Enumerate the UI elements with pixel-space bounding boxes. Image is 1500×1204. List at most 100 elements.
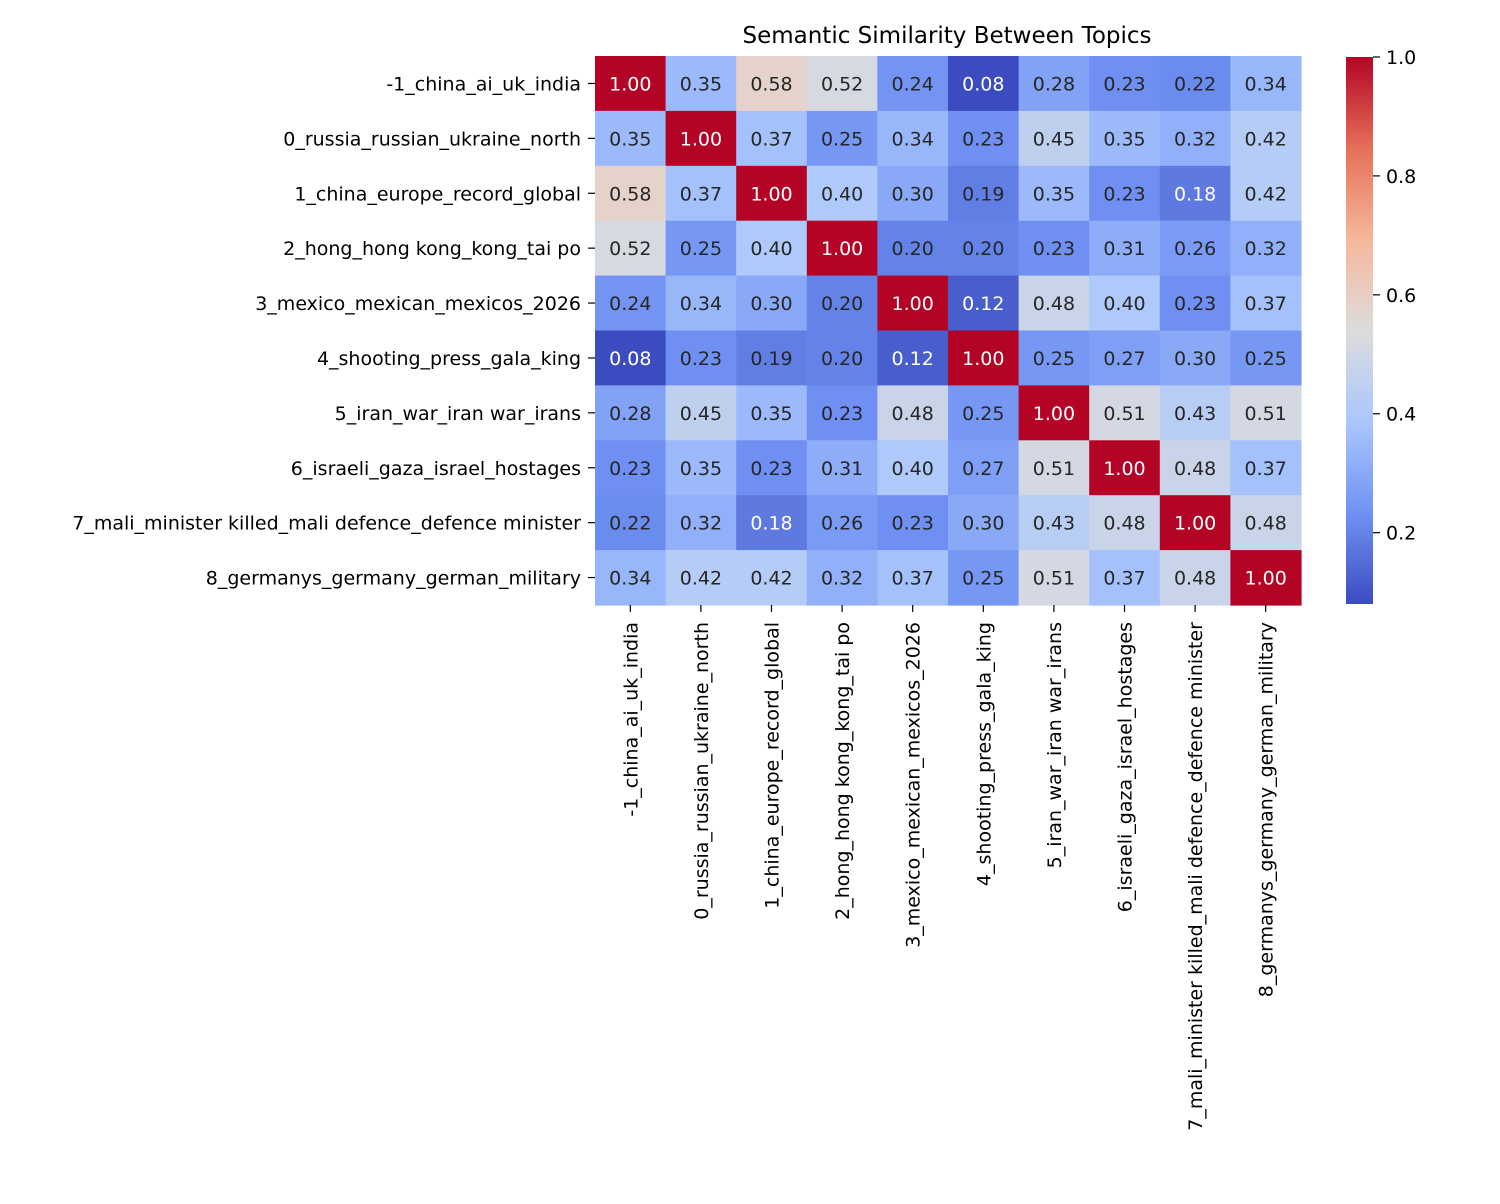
cell-value-label: 0.37 [1245,293,1287,315]
x-tick-label: 7_mali_minister killed_mali defence_defe… [1185,622,1207,1131]
heatmap-cell [665,165,737,222]
heatmap-cell [806,165,878,222]
cell-value-label: 0.28 [609,403,651,425]
heatmap-cells: 1.00 0.35 0.58 0.52 0.24 0.08 0.28 0.23 0.22 0.34… [595,56,1302,606]
x-tick-label: 3_mexico_mexican_mexicos_2026 [903,622,925,948]
cell-value-label: 0.31 [1103,238,1145,260]
heatmap-cell [736,440,808,496]
cell-value-label: 0.58 [609,183,651,205]
heatmap-cell [1089,550,1161,606]
heatmap-cell [1159,165,1231,222]
cell-value-label: 1.00 [609,73,651,95]
heatmap-cell [595,495,667,551]
x-tick-label: 0_russia_russian_ukraine_north [691,622,713,920]
cell-value-label: 0.30 [892,183,934,205]
cell-value-label: 0.48 [1245,513,1287,535]
cell-value-label: 0.32 [1174,128,1216,150]
cell-value-label: 0.25 [1033,348,1075,370]
cell-value-label: 0.42 [680,568,722,590]
heatmap-cell [665,440,737,496]
heatmap-cell [1230,165,1302,222]
cell-value-label: 0.37 [680,183,722,205]
heatmap-cell [736,330,808,386]
heatmap-cell [1159,385,1231,441]
heatmap-cell [877,110,949,167]
heatmap-cell [1230,495,1302,551]
heatmap-cell [1018,385,1090,441]
cell-value-label: 0.22 [609,513,651,535]
heatmap-cell [595,220,667,277]
cell-value-label: 0.25 [962,403,1004,425]
cell-value-label: 0.23 [1103,183,1145,205]
cell-value-label: 0.37 [750,128,792,150]
cell-value-label: 0.37 [892,568,934,590]
heatmap-cell [806,220,878,277]
x-tick-label: -1_china_ai_uk_india [620,622,642,817]
heatmap-cell [1018,56,1090,112]
cell-value-label: 0.25 [821,128,863,150]
colorbar-tick-label: 0.6 [1386,285,1416,307]
colorbar-tick-label: 0.2 [1386,523,1416,545]
cell-value-label: 0.40 [821,183,863,205]
heatmap-cell [665,330,737,386]
cell-value-label: 0.30 [1174,348,1216,370]
cell-value-label: 0.31 [821,458,863,480]
cell-value-label: 0.23 [962,128,1004,150]
cell-value-label: 0.42 [1245,183,1287,205]
x-tick-label: 4_shooting_press_gala_king [973,622,995,886]
cell-value-label: 0.30 [962,513,1004,535]
cell-value-label: 0.20 [892,238,934,260]
heatmap-cell [1089,56,1161,112]
heatmap-cell [877,495,949,551]
cell-value-label: 0.35 [750,403,792,425]
cell-value-label: 0.23 [609,458,651,480]
heatmap-cell [736,385,808,441]
cell-value-label: 0.26 [1174,238,1216,260]
cell-value-label: 0.35 [680,458,722,480]
heatmap-cell [1089,440,1161,496]
heatmap-cell [1089,165,1161,222]
heatmap-cell [595,385,667,441]
y-tick-label: 6_israeli_gaza_israel_hostages [291,458,581,480]
heatmap-cell [1159,440,1231,496]
heatmap-cell [948,495,1020,551]
heatmap-cell [1018,330,1090,386]
cell-value-label: 0.52 [609,238,651,260]
cell-value-label: 0.19 [750,348,792,370]
heatmap-cell [595,550,667,606]
cell-value-label: 1.00 [750,183,792,205]
cell-value-label: 0.20 [821,348,863,370]
cell-value-label: 0.12 [892,348,934,370]
heatmap-cell [665,385,737,441]
heatmap-cell [877,165,949,222]
cell-value-label: 0.25 [680,238,722,260]
heatmap-cell [736,275,808,332]
cell-value-label: 0.25 [1245,348,1287,370]
cell-value-label: 0.23 [680,348,722,370]
cell-value-label: 0.23 [1174,293,1216,315]
cell-value-label: 1.00 [892,293,934,315]
heatmap-cell [1159,495,1231,551]
cell-value-label: 0.51 [1033,568,1075,590]
heatmap-cell [948,275,1020,332]
heatmap-cell [1230,385,1302,441]
heatmap-cell [1230,275,1302,332]
cell-value-label: 0.43 [1174,403,1216,425]
y-tick-label: 4_shooting_press_gala_king [317,348,581,370]
heatmap-cell [1018,440,1090,496]
cell-value-label: 0.45 [680,403,722,425]
heatmap-cell [806,275,878,332]
heatmap-cell [1018,165,1090,222]
cell-value-label: 0.42 [1245,128,1287,150]
cell-value-label: 0.32 [821,568,863,590]
heatmap-cell [1159,275,1231,332]
y-tick-label: 7_mali_minister killed_mali defence_defe… [72,513,581,535]
cell-value-label: 0.35 [1103,128,1145,150]
heatmap-cell [736,110,808,167]
colorbar-tick-label: 0.8 [1386,166,1416,188]
heatmap-cell [877,550,949,606]
cell-value-label: 0.34 [1245,73,1287,95]
cell-value-label: 0.25 [962,568,1004,590]
